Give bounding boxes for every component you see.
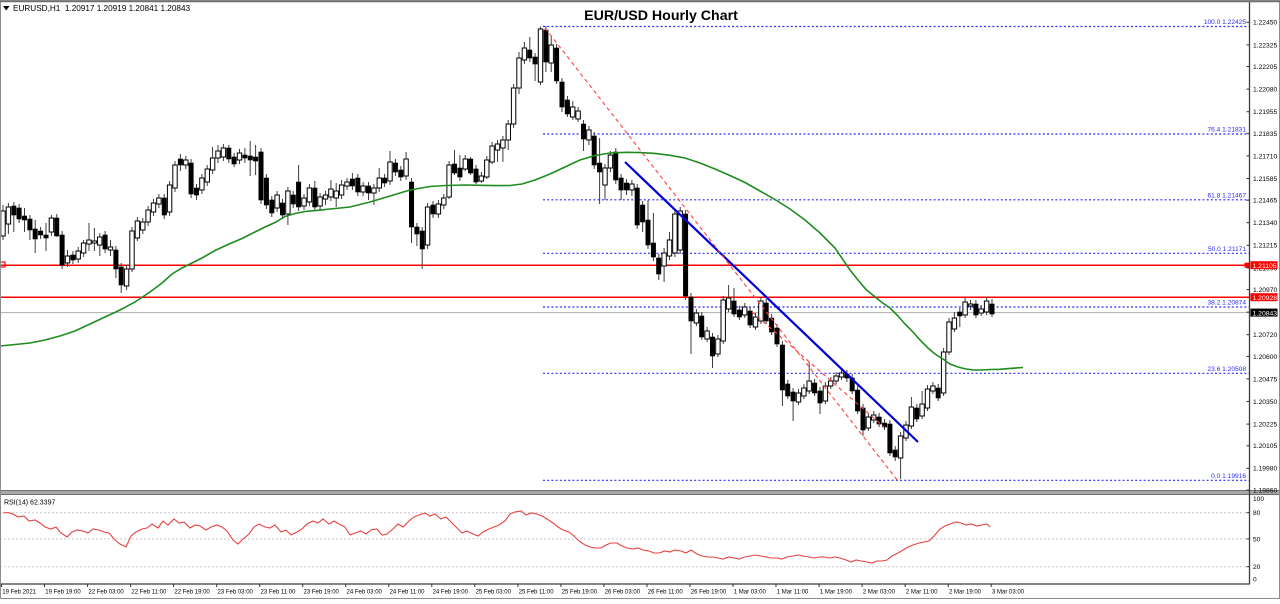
svg-text:61.8 1.21467: 61.8 1.21467 [1207, 192, 1246, 199]
svg-text:1.21465: 1.21465 [1253, 198, 1277, 205]
svg-text:1 Mar 11:00: 1 Mar 11:00 [777, 589, 809, 595]
svg-text:24 Feb 11:00: 24 Feb 11:00 [390, 589, 426, 595]
svg-text:2 Mar 19:00: 2 Mar 19:00 [949, 589, 982, 595]
svg-text:22 Feb 19:00: 22 Feb 19:00 [174, 589, 210, 595]
svg-text:20: 20 [1253, 564, 1261, 571]
svg-text:EURUSD,H1 1.20917 1.20919 1.2: EURUSD,H1 1.20917 1.20919 1.20841 1.2084… [13, 4, 191, 13]
svg-text:76.4 1.21831: 76.4 1.21831 [1207, 127, 1246, 134]
svg-text:1.20105: 1.20105 [1253, 443, 1277, 450]
svg-text:1.20600: 1.20600 [1253, 354, 1277, 361]
svg-text:38.2 1.20874: 38.2 1.20874 [1207, 300, 1246, 307]
svg-text:EUR/USD Hourly Chart: EUR/USD Hourly Chart [584, 8, 738, 24]
svg-text:1.21105: 1.21105 [1253, 263, 1277, 270]
svg-text:25 Feb 11:00: 25 Feb 11:00 [519, 589, 555, 595]
svg-text:1.21835: 1.21835 [1253, 131, 1277, 138]
svg-text:50.0 1.21171: 50.0 1.21171 [1208, 246, 1246, 253]
svg-text:80: 80 [1253, 510, 1261, 517]
svg-text:19 Feb 2021: 19 Feb 2021 [2, 589, 36, 595]
svg-text:100: 100 [1253, 496, 1264, 503]
svg-text:1 Mar 19:00: 1 Mar 19:00 [820, 589, 853, 595]
svg-text:1.21340: 1.21340 [1253, 220, 1277, 227]
svg-text:1.19860: 1.19860 [1253, 487, 1277, 494]
svg-text:26 Feb 03:00: 26 Feb 03:00 [605, 589, 641, 595]
svg-text:1.22450: 1.22450 [1253, 20, 1277, 27]
svg-text:1.22080: 1.22080 [1253, 87, 1277, 94]
svg-text:RSI(14) 62.3397: RSI(14) 62.3397 [4, 500, 55, 507]
svg-text:2 Mar 11:00: 2 Mar 11:00 [906, 589, 938, 595]
svg-text:25 Feb 19:00: 25 Feb 19:00 [562, 589, 598, 595]
svg-text:23 Feb 19:00: 23 Feb 19:00 [304, 589, 340, 595]
svg-text:1.22205: 1.22205 [1253, 64, 1277, 71]
svg-text:1.20928: 1.20928 [1253, 295, 1278, 302]
svg-text:3 Mar 03:00: 3 Mar 03:00 [992, 589, 1025, 595]
svg-text:1.20350: 1.20350 [1253, 399, 1277, 406]
svg-text:0.0 1.19916: 0.0 1.19916 [1211, 473, 1246, 480]
svg-text:2 Mar 03:00: 2 Mar 03:00 [863, 589, 896, 595]
svg-text:1.21585: 1.21585 [1253, 176, 1277, 183]
svg-text:1.20970: 1.20970 [1253, 287, 1277, 294]
svg-text:1.19980: 1.19980 [1253, 466, 1277, 473]
svg-text:1.21215: 1.21215 [1253, 243, 1277, 250]
svg-text:23 Feb 11:00: 23 Feb 11:00 [261, 589, 297, 595]
svg-text:1.20225: 1.20225 [1253, 422, 1277, 429]
svg-text:26 Feb 11:00: 26 Feb 11:00 [648, 589, 684, 595]
svg-text:50: 50 [1253, 536, 1261, 543]
svg-text:22 Feb 11:00: 22 Feb 11:00 [131, 589, 167, 595]
svg-text:1.21710: 1.21710 [1253, 153, 1277, 160]
svg-text:1.20475: 1.20475 [1253, 376, 1277, 383]
svg-text:22 Feb 03:00: 22 Feb 03:00 [88, 589, 124, 595]
svg-text:26 Feb 19:00: 26 Feb 19:00 [691, 589, 727, 595]
svg-text:1 Mar 03:00: 1 Mar 03:00 [734, 589, 767, 595]
svg-text:24 Feb 03:00: 24 Feb 03:00 [347, 589, 383, 595]
svg-text:23.6 1.20508: 23.6 1.20508 [1207, 366, 1246, 373]
svg-text:1.20843: 1.20843 [1253, 310, 1278, 317]
svg-text:23 Feb 03:00: 23 Feb 03:00 [218, 589, 254, 595]
svg-text:25 Feb 03:00: 25 Feb 03:00 [476, 589, 512, 595]
svg-text:1.22325: 1.22325 [1253, 42, 1277, 49]
svg-text:100.0 1.22425: 100.0 1.22425 [1204, 19, 1247, 26]
svg-text:1.20720: 1.20720 [1253, 332, 1277, 339]
svg-text:24 Feb 19:00: 24 Feb 19:00 [433, 589, 469, 595]
svg-text:19 Feb 19:00: 19 Feb 19:00 [45, 589, 81, 595]
svg-text:0: 0 [1253, 577, 1257, 584]
svg-text:1.21955: 1.21955 [1253, 109, 1277, 116]
